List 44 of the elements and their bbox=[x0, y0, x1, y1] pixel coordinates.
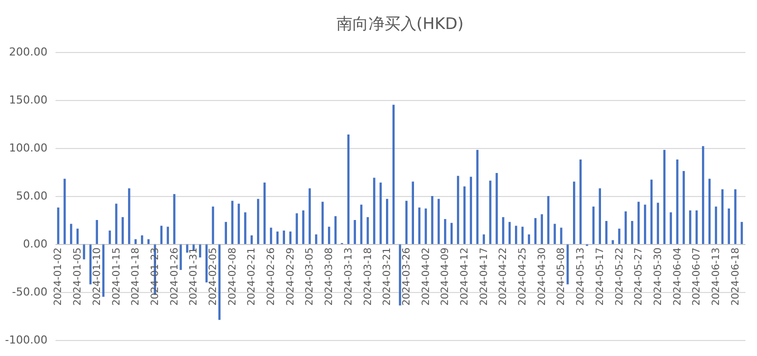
x-tick-label: 2024-05-30 bbox=[652, 248, 664, 306]
x-tick-label: 2024-03-05 bbox=[304, 248, 316, 306]
x-tick-label: 2024-02-08 bbox=[227, 248, 238, 306]
x-tick-label: 2024-04-02 bbox=[420, 248, 432, 306]
x-tick-label: 2024-04-25 bbox=[518, 248, 529, 306]
x-tick-label: 2024-06-13 bbox=[710, 248, 722, 306]
x-tick-label: 2024-04-12 bbox=[459, 248, 470, 306]
x-tick-label: 2024-01-15 bbox=[111, 248, 122, 306]
x-tick-label: 2024-01-31 bbox=[188, 248, 200, 306]
x-tick-label: 2024-01-26 bbox=[169, 248, 180, 306]
x-tick-label: 2024-02-05 bbox=[208, 248, 219, 306]
chart-title: 南向净买入(HKD) bbox=[336, 14, 464, 33]
x-tick-label: 2024-05-17 bbox=[594, 248, 606, 306]
y-tick-label: 0.00 bbox=[23, 238, 48, 250]
x-tick-label: 2024-03-21 bbox=[382, 248, 394, 306]
x-tick-label: 2024-03-26 bbox=[401, 248, 412, 306]
x-tick-label: 2024-06-07 bbox=[692, 248, 703, 306]
y-tick-label: -100.00 bbox=[5, 334, 48, 346]
x-tick-label: 2024-06-04 bbox=[672, 248, 684, 306]
y-tick-label: 50.00 bbox=[16, 190, 48, 202]
x-tick-label: 2024-03-08 bbox=[324, 248, 336, 306]
x-tick-label: 2024-04-30 bbox=[536, 248, 548, 306]
x-tick-label: 2024-01-05 bbox=[72, 248, 84, 306]
x-tick-label: 2024-02-26 bbox=[266, 248, 278, 306]
x-tick-label: 2024-05-08 bbox=[556, 248, 568, 306]
y-tick-label: 150.00 bbox=[9, 94, 48, 106]
x-tick-label: 2024-03-18 bbox=[362, 248, 374, 306]
y-tick-label: -50.00 bbox=[12, 286, 48, 298]
x-tick-label: 2024-03-13 bbox=[343, 248, 354, 306]
x-tick-label: 2024-02-29 bbox=[285, 248, 296, 306]
y-tick-label: 100.00 bbox=[9, 142, 48, 154]
x-tick-label: 2024-06-18 bbox=[730, 248, 742, 306]
x-tick-label: 2024-01-18 bbox=[130, 248, 142, 306]
x-tick-label: 2024-01-02 bbox=[53, 248, 64, 306]
x-tick-label: 2024-05-13 bbox=[576, 248, 587, 306]
x-tick-label: 2024-01-23 bbox=[150, 248, 161, 306]
x-tick-label: 2024-04-09 bbox=[440, 248, 452, 306]
x-tick-label: 2024-05-22 bbox=[614, 248, 626, 306]
x-tick-label: 2024-01-10 bbox=[92, 248, 103, 306]
x-tick-label: 2024-05-27 bbox=[634, 248, 645, 306]
x-tick-label: 2024-04-17 bbox=[478, 248, 490, 306]
x-tick-label: 2024-04-22 bbox=[498, 248, 510, 306]
x-tick-label: 2024-02-21 bbox=[246, 248, 258, 306]
y-tick-label: 200.00 bbox=[9, 46, 48, 58]
